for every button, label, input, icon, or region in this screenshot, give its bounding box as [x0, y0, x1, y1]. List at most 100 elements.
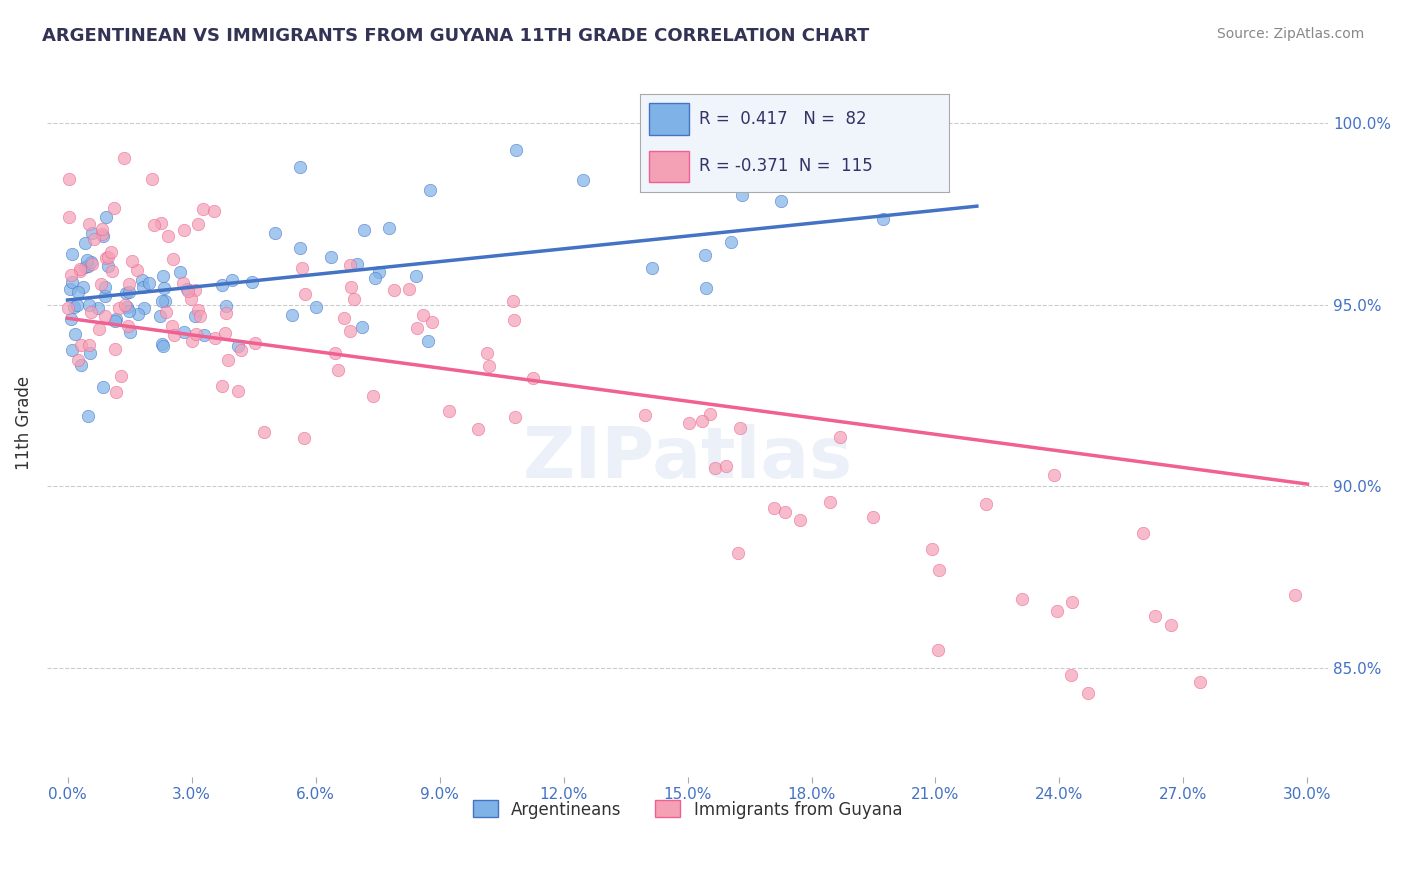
Point — [176, 282, 198, 296]
Point — [1076, 686, 1098, 700]
Point — [398, 282, 420, 296]
Point — [104, 314, 127, 328]
Point — [118, 277, 141, 291]
Point — [108, 301, 131, 316]
Point — [110, 368, 132, 383]
Point — [323, 346, 346, 360]
Point — [202, 204, 225, 219]
Point — [245, 336, 267, 351]
Point — [211, 278, 233, 293]
Point — [221, 273, 243, 287]
Point — [79, 217, 101, 231]
Point — [505, 410, 527, 425]
Point — [1046, 604, 1069, 618]
Point — [121, 254, 143, 268]
Point — [253, 425, 276, 439]
Point — [727, 546, 749, 560]
Point — [120, 325, 142, 339]
Point — [730, 421, 752, 435]
Point — [352, 319, 374, 334]
Point — [294, 286, 316, 301]
Point — [789, 513, 811, 527]
Point — [94, 251, 117, 265]
Point — [693, 248, 716, 262]
Point — [405, 268, 427, 283]
Point — [704, 460, 727, 475]
Point — [467, 422, 489, 436]
Point — [77, 259, 100, 273]
Point — [418, 334, 440, 348]
Point — [59, 268, 82, 282]
Point — [69, 261, 91, 276]
Point — [138, 276, 160, 290]
Point — [114, 298, 136, 312]
Point — [231, 343, 253, 358]
Text: R =  0.417   N =  82: R = 0.417 N = 82 — [699, 111, 866, 128]
Point — [339, 324, 361, 338]
Point — [94, 309, 117, 323]
Point — [115, 285, 138, 300]
Point — [304, 300, 326, 314]
Point — [150, 216, 173, 230]
Point — [150, 293, 173, 308]
Point — [94, 211, 117, 225]
Point — [173, 223, 195, 237]
Point — [77, 298, 100, 312]
Point — [56, 301, 79, 316]
Point — [134, 301, 156, 315]
Point — [79, 345, 101, 359]
Point — [97, 260, 120, 274]
Point — [91, 379, 114, 393]
Point — [152, 339, 174, 353]
Point — [75, 236, 97, 251]
Point — [143, 218, 166, 232]
Point — [58, 210, 80, 224]
Point — [634, 409, 657, 423]
Point — [131, 273, 153, 287]
Point — [91, 222, 114, 236]
Point — [291, 261, 314, 276]
Point — [367, 265, 389, 279]
Point — [339, 258, 361, 272]
Point — [153, 280, 176, 294]
Point — [1060, 594, 1083, 608]
Point — [59, 282, 82, 296]
Point — [290, 160, 312, 174]
Point — [378, 220, 401, 235]
Point — [927, 643, 949, 657]
Point — [177, 284, 200, 298]
Point — [364, 271, 387, 285]
Point — [94, 280, 117, 294]
Point — [695, 281, 717, 295]
Point — [828, 429, 851, 443]
Point — [101, 264, 124, 278]
Point — [862, 509, 884, 524]
Point — [741, 146, 763, 161]
Point — [326, 362, 349, 376]
Point — [163, 327, 186, 342]
Point — [66, 298, 89, 312]
Point — [97, 250, 120, 264]
Point — [1132, 526, 1154, 541]
Point — [72, 280, 94, 294]
Point — [641, 260, 664, 275]
Point — [818, 495, 841, 509]
Point — [152, 269, 174, 284]
Point — [60, 312, 83, 326]
Point — [769, 194, 792, 208]
Point — [215, 299, 238, 313]
Point — [184, 309, 207, 323]
Point — [214, 326, 236, 341]
Point — [522, 371, 544, 385]
Point — [87, 301, 110, 315]
Point — [112, 151, 135, 165]
Point — [67, 352, 90, 367]
Point — [79, 305, 101, 319]
Point — [716, 459, 738, 474]
Point — [571, 172, 593, 186]
Point — [204, 331, 226, 345]
Point — [281, 308, 304, 322]
Point — [406, 320, 429, 334]
Point — [690, 414, 713, 428]
Point — [342, 292, 364, 306]
